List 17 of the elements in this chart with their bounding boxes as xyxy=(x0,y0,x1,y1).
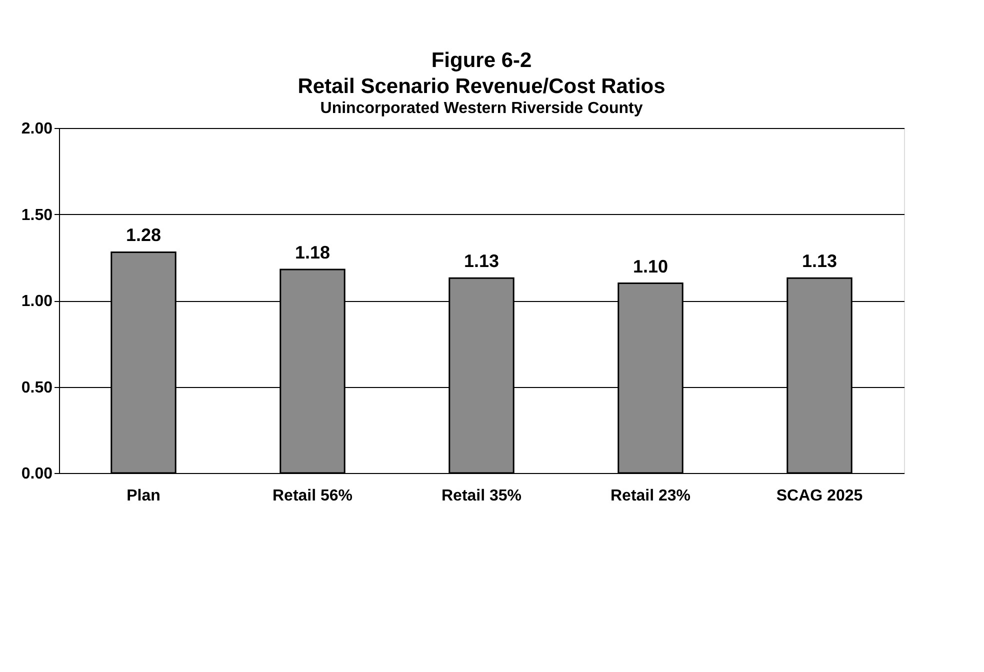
x-tick-label: Retail 35% xyxy=(441,488,522,504)
data-label: 1.28 xyxy=(126,225,162,246)
y-tick-label: 1.50 xyxy=(21,206,53,224)
y-tick-label: 2.00 xyxy=(21,120,53,138)
data-label: 1.13 xyxy=(464,251,500,272)
y-tick-label: 0.50 xyxy=(21,379,53,396)
chart-subtitle: Unincorporated Western Riverside County xyxy=(320,100,643,117)
x-tick-label: Plan xyxy=(126,488,160,504)
y-tick-label: 1.00 xyxy=(21,293,53,310)
data-label: 1.10 xyxy=(632,256,668,276)
chart-title: Figure 6-2 Retail Scenario Revenue/Cost Ratios xyxy=(298,49,666,98)
data-label: 1.18 xyxy=(294,242,330,262)
x-tick-label: SCAG 2025 xyxy=(776,488,863,504)
x-tick-label: Retail 23% xyxy=(610,488,691,504)
y-tick-label: 0.00 xyxy=(21,466,53,482)
data-label: 1.13 xyxy=(802,251,838,272)
x-tick-label: Retail 56% xyxy=(272,488,353,504)
